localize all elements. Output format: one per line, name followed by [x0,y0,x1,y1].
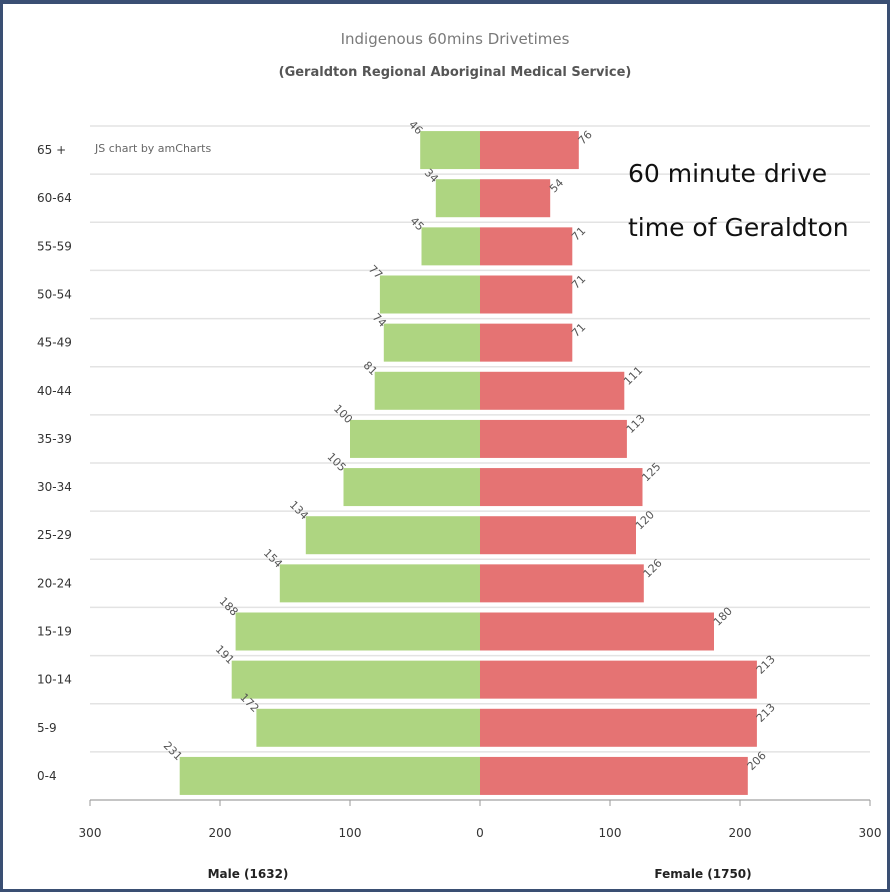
category-label: 35-39 [37,432,72,446]
female-value-label: 111 [621,364,645,388]
female-value-label: 206 [745,749,769,773]
male-bar[interactable] [235,612,480,651]
category-label: 30-34 [37,480,72,494]
x-tick-label: 300 [859,826,882,840]
annotation-line-1: 60 minute drive [628,159,827,188]
male-bar[interactable] [435,179,480,218]
female-bar[interactable] [480,516,636,555]
female-bar[interactable] [480,708,757,747]
female-bar[interactable] [480,371,625,410]
x-tick-label: 0 [476,826,484,840]
female-bar[interactable] [480,564,644,603]
female-bar[interactable] [480,468,643,507]
bars [179,131,757,795]
female-bar[interactable] [480,323,573,362]
male-bar[interactable] [379,275,480,314]
female-value-label: 213 [754,701,778,725]
female-bar[interactable] [480,275,573,314]
female-bar[interactable] [480,179,551,218]
category-label: 40-44 [37,384,72,398]
male-bar[interactable] [420,131,480,170]
x-tick-label: 100 [599,826,622,840]
female-value-label: 126 [641,556,665,580]
x-tick-label: 300 [79,826,102,840]
male-bar[interactable] [305,516,480,555]
x-tick-label: 100 [339,826,362,840]
legend-male: Male (1632) [208,867,289,881]
female-value-label: 180 [711,605,735,629]
chart-subtitle: (Geraldton Regional Aboriginal Medical S… [279,65,632,80]
female-value-label: 125 [639,460,663,484]
female-bar[interactable] [480,419,627,458]
chart-title: Indigenous 60mins Drivetimes [341,30,570,48]
male-bar[interactable] [231,660,480,699]
female-bar[interactable] [480,660,757,699]
male-bar[interactable] [383,323,480,362]
female-bar[interactable] [480,612,714,651]
axes: 300 200 100 0 100 200 300 [79,799,882,840]
grid-lines [90,125,870,801]
category-label: 15-19 [37,625,72,639]
x-tick-label: 200 [209,826,232,840]
male-bar[interactable] [179,756,480,795]
female-value-label: 120 [633,508,657,532]
category-label: 20-24 [37,576,72,590]
female-bar[interactable] [480,131,579,170]
male-bar[interactable] [350,419,480,458]
category-label: 5-9 [37,721,57,735]
x-tick-label: 200 [729,826,752,840]
male-bar[interactable] [256,708,480,747]
chart-credit[interactable]: JS chart by amCharts [94,142,211,155]
category-label: 45-49 [37,336,72,350]
male-bar[interactable] [374,371,480,410]
category-label: 50-54 [37,288,72,302]
population-pyramid-chart: 65 +467660-64345455-59457150-54777145-49… [37,30,882,881]
male-bar[interactable] [421,227,481,266]
category-label: 60-64 [37,191,72,205]
category-label: 25-29 [37,528,72,542]
annotation-line-2: time of Geraldton [628,213,849,242]
category-label: 0-4 [37,769,57,783]
male-bar[interactable] [343,468,481,507]
category-label: 10-14 [37,673,72,687]
legend-female: Female (1750) [654,867,751,881]
female-bar[interactable] [480,227,573,266]
female-value-label: 113 [624,412,648,436]
male-bar[interactable] [279,564,480,603]
female-value-label: 213 [754,653,778,677]
female-bar[interactable] [480,756,748,795]
category-label: 55-59 [37,239,72,253]
category-label: 65 + [37,143,66,157]
